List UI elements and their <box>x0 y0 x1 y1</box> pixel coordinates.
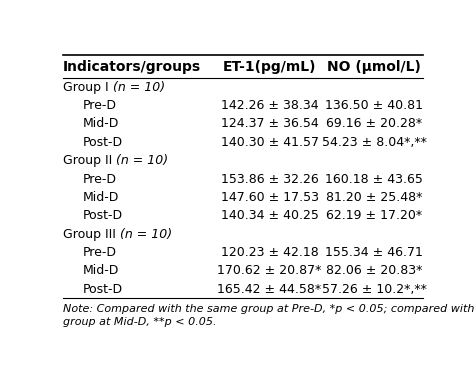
Text: Pre-D: Pre-D <box>83 246 117 259</box>
Text: 82.06 ± 20.83*: 82.06 ± 20.83* <box>326 264 422 278</box>
Text: (n = 10): (n = 10) <box>112 80 164 94</box>
Text: Post-D: Post-D <box>83 209 123 222</box>
Text: 165.42 ± 44.58*: 165.42 ± 44.58* <box>218 283 322 296</box>
Text: Mid-D: Mid-D <box>83 191 119 204</box>
Text: 54.23 ± 8.04*,**: 54.23 ± 8.04*,** <box>322 136 427 149</box>
Text: 147.60 ± 17.53: 147.60 ± 17.53 <box>220 191 319 204</box>
Text: Group III: Group III <box>63 228 120 241</box>
Text: NO (μmol/L): NO (μmol/L) <box>328 60 421 74</box>
Text: 155.34 ± 46.71: 155.34 ± 46.71 <box>325 246 423 259</box>
Text: ET-1(pg/mL): ET-1(pg/mL) <box>223 60 316 74</box>
Text: 136.50 ± 40.81: 136.50 ± 40.81 <box>325 99 423 112</box>
Text: Post-D: Post-D <box>83 136 123 149</box>
Text: Mid-D: Mid-D <box>83 117 119 131</box>
Text: Pre-D: Pre-D <box>83 172 117 186</box>
Text: 140.34 ± 40.25: 140.34 ± 40.25 <box>220 209 319 222</box>
Text: (n = 10): (n = 10) <box>116 154 168 167</box>
Text: 57.26 ± 10.2*,**: 57.26 ± 10.2*,** <box>322 283 427 296</box>
Text: Indicators/groups: Indicators/groups <box>63 60 201 74</box>
Text: Post-D: Post-D <box>83 283 123 296</box>
Text: Mid-D: Mid-D <box>83 264 119 278</box>
Text: 153.86 ± 32.26: 153.86 ± 32.26 <box>221 172 319 186</box>
Text: Group I: Group I <box>63 80 112 94</box>
Text: 170.62 ± 20.87*: 170.62 ± 20.87* <box>218 264 322 278</box>
Text: 124.37 ± 36.54: 124.37 ± 36.54 <box>221 117 319 131</box>
Text: 81.20 ± 25.48*: 81.20 ± 25.48* <box>326 191 422 204</box>
Text: 120.23 ± 42.18: 120.23 ± 42.18 <box>221 246 319 259</box>
Text: Pre-D: Pre-D <box>83 99 117 112</box>
Text: 140.30 ± 41.57: 140.30 ± 41.57 <box>220 136 319 149</box>
Text: 142.26 ± 38.34: 142.26 ± 38.34 <box>221 99 319 112</box>
Text: 69.16 ± 20.28*: 69.16 ± 20.28* <box>326 117 422 131</box>
Text: Group II: Group II <box>63 154 116 167</box>
Text: (n = 10): (n = 10) <box>120 228 172 241</box>
Text: 62.19 ± 17.20*: 62.19 ± 17.20* <box>326 209 422 222</box>
Text: 160.18 ± 43.65: 160.18 ± 43.65 <box>325 172 423 186</box>
Text: Note: Compared with the same group at Pre-D, *p < 0.05; compared with the same
g: Note: Compared with the same group at Pr… <box>63 304 474 327</box>
